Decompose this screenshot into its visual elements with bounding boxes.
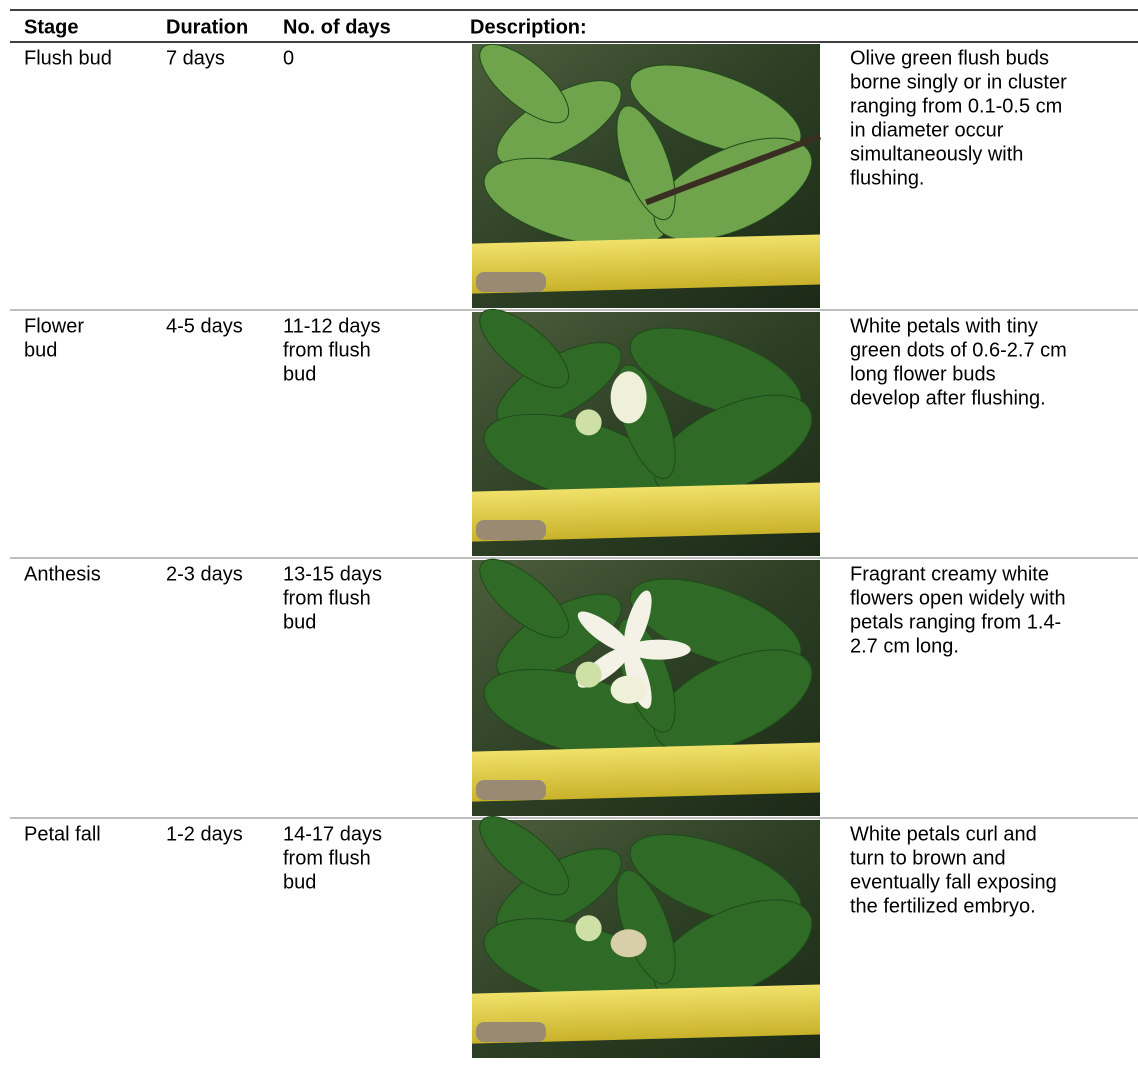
duration-cell: 7 days: [166, 47, 225, 69]
days-cell: 14-17 days: [283, 823, 382, 845]
leaf: [479, 308, 570, 389]
leaf: [653, 137, 813, 241]
days-cell: 13-15 days: [283, 563, 382, 585]
header: No. of days: [283, 16, 391, 38]
description-cell: flowers open widely with: [850, 587, 1066, 609]
days-cell: bud: [283, 611, 316, 633]
days-cell: from flush: [283, 847, 371, 869]
description-cell: flushing.: [850, 167, 925, 189]
days-cell: 11-12 days: [283, 315, 380, 337]
days-cell: from flush: [283, 587, 371, 609]
description-cell: turn to brown and: [850, 847, 1006, 869]
days-cell: bud: [283, 363, 316, 385]
description-cell: 2.7 cm long.: [850, 635, 959, 657]
header: Description:: [470, 16, 587, 38]
bud: [575, 915, 602, 942]
leaf: [479, 558, 570, 639]
days-cell: 0: [283, 47, 294, 69]
leaf: [653, 394, 813, 498]
stage-cell: Petal fall: [24, 823, 101, 845]
duration-cell: 2-3 days: [166, 563, 243, 585]
description-cell: Fragrant creamy white: [850, 563, 1049, 585]
bud: [575, 409, 602, 436]
tape: [472, 984, 820, 1044]
bud: [610, 675, 647, 704]
bud: [610, 371, 647, 424]
petal: [577, 611, 631, 653]
description-cell: eventually fall exposing: [850, 871, 1057, 893]
description-cell: White petals with tiny: [850, 315, 1038, 337]
header: Duration: [166, 16, 248, 38]
tape-clip: [476, 1022, 546, 1042]
bud: [610, 929, 647, 958]
days-cell: bud: [283, 871, 316, 893]
description-cell: Olive green flush buds: [850, 47, 1049, 69]
bud: [575, 661, 602, 688]
description-cell: petals ranging from 1.4-: [850, 611, 1061, 633]
description-cell: White petals curl and: [850, 823, 1037, 845]
stage-cell: Flower: [24, 315, 84, 337]
duration-cell: 1-2 days: [166, 823, 243, 845]
tape: [472, 482, 820, 542]
description-cell: in diameter occur: [850, 119, 1004, 141]
stage-cell: bud: [24, 339, 57, 361]
leaf: [616, 105, 676, 221]
description-cell: borne singly or in cluster: [850, 71, 1067, 93]
leaf: [479, 816, 570, 896]
petal: [626, 639, 691, 660]
petal: [624, 590, 652, 652]
description-cell: the fertilized embryo.: [850, 895, 1036, 917]
stage-cell: Anthesis: [24, 563, 101, 585]
stage-cell: Flush bud: [24, 47, 112, 69]
description-cell: long flower buds: [850, 363, 996, 385]
tape-clip: [476, 520, 546, 540]
leaf: [653, 649, 813, 753]
description-cell: ranging from 0.1-0.5 cm: [850, 95, 1062, 117]
duration-cell: 4-5 days: [166, 315, 243, 337]
tape-clip: [476, 272, 546, 292]
leaf: [479, 43, 570, 124]
stem: [644, 133, 822, 206]
description-cell: simultaneously with: [850, 143, 1023, 165]
description-cell: green dots of 0.6-2.7 cm: [850, 339, 1067, 361]
header: Stage: [24, 16, 78, 38]
tape: [472, 234, 820, 294]
tape-clip: [476, 780, 546, 800]
description-cell: develop after flushing.: [850, 387, 1046, 409]
tape: [472, 742, 820, 802]
days-cell: from flush: [283, 339, 371, 361]
